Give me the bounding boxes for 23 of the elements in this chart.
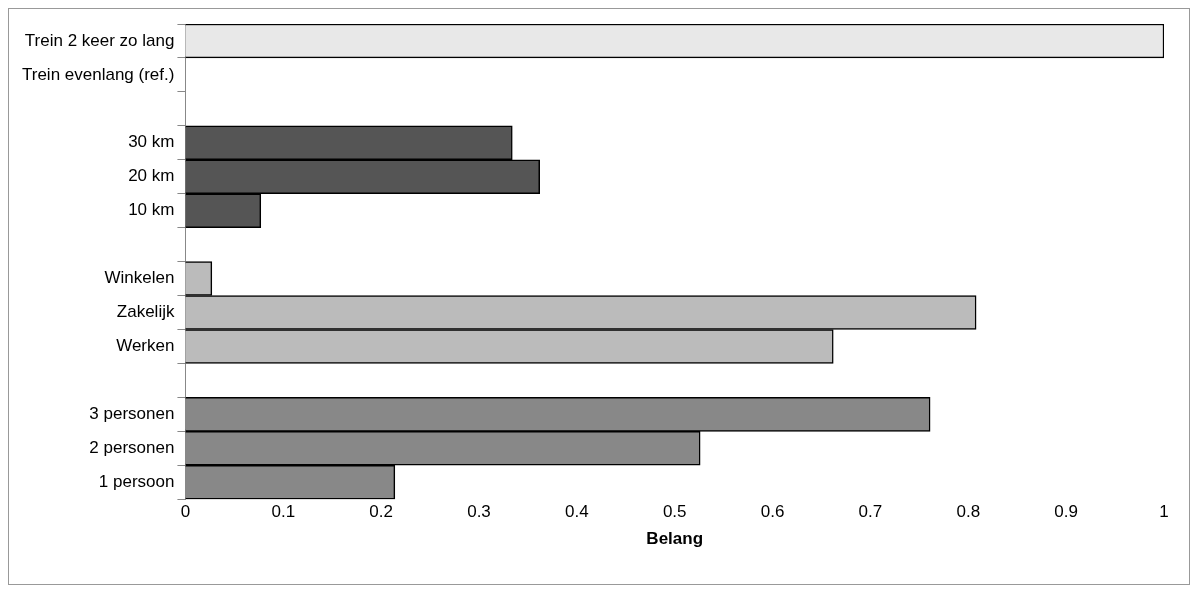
x-tick-label: 0.1	[271, 502, 296, 522]
y-tick-label: 1 persoon	[98, 471, 175, 491]
y-tick-label: 20 km	[128, 166, 175, 186]
y-tick-label: Winkelen	[104, 268, 175, 288]
x-tick-label: 0.6	[760, 502, 785, 522]
x-tick-label: 0.3	[467, 502, 491, 522]
y-tick-label: 30 km	[128, 132, 175, 152]
y-tick-label: Trein evenlang (ref.)	[22, 64, 175, 84]
y-tick-label: Zakelijk	[116, 302, 175, 322]
y-tick-label: Werken	[116, 336, 175, 356]
y-tick-label: 10 km	[128, 200, 175, 220]
x-tick-label: 0.5	[662, 502, 687, 522]
x-axis-title: Belang	[646, 529, 704, 549]
x-tick-label: 0	[180, 502, 191, 522]
x-tick-label: 1	[1159, 502, 1169, 522]
y-tick-label: 2 personen	[89, 437, 175, 457]
x-tick-label: 0.9	[1054, 502, 1078, 522]
x-tick-label: 0.2	[369, 502, 393, 522]
y-tick-label: 3 personen	[89, 404, 175, 424]
y-tick-label: Trein 2 keer zo lang	[24, 30, 175, 50]
x-tick-label: 0.4	[565, 502, 589, 522]
x-tick-label: 0.8	[956, 502, 981, 522]
x-tick-label: 0.7	[858, 502, 883, 522]
